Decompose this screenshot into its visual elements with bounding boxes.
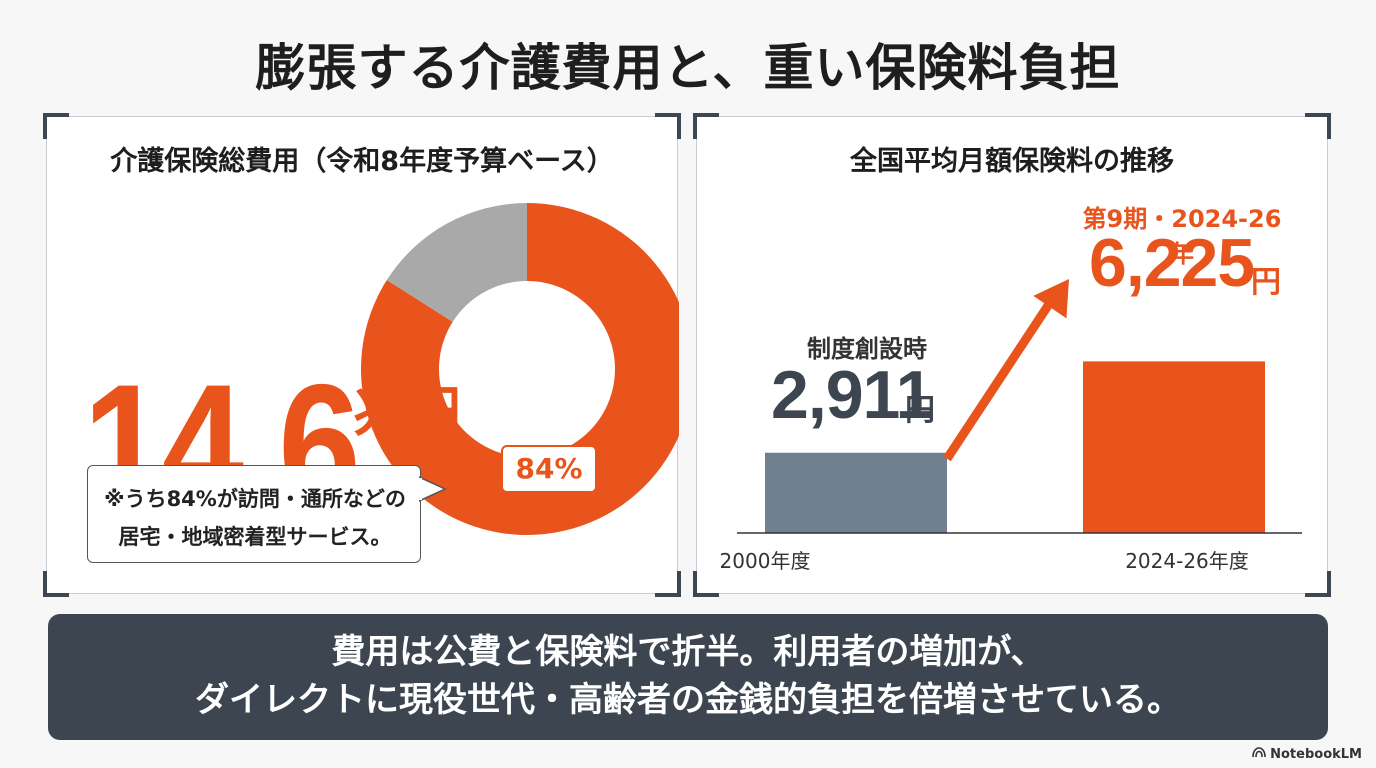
premium-trend-title: 全国平均月額保険料の推移	[850, 146, 1174, 177]
callout-note: ※うち84%が訪問・通所などの 居宅・地域密着型サービス。	[87, 465, 421, 563]
founding-unit: 円	[905, 393, 935, 428]
premium-trend-panel: 全国平均月額保険料の推移 2000年度 2024-26年度 制度創設時 2,91…	[693, 113, 1331, 597]
brand-watermark: NotebookLM	[1252, 747, 1362, 762]
total-cost-title: 介護保険総費用（令和8年度予算ベース）	[110, 146, 614, 177]
corner-bracket	[655, 113, 681, 139]
corner-bracket	[693, 571, 719, 597]
x-tick-label-2024: 2024-26年度	[1125, 549, 1249, 573]
callout-note-line2: 居宅・地域密着型サービス。	[118, 525, 392, 549]
summary-line1: 費用は公費と保険料で折半。利用者の増加が、	[331, 632, 1045, 672]
founding-label: 制度創設時	[807, 335, 927, 363]
corner-bracket	[1305, 571, 1331, 597]
page-title: 膨張する介護費用と、重い保険料負担	[255, 39, 1121, 97]
bar-0	[765, 452, 947, 533]
growth-arrow	[943, 279, 1069, 462]
donut-chart	[361, 203, 679, 535]
bar-1	[1083, 361, 1265, 533]
total-cost-unit: 兆円	[353, 380, 461, 443]
notebooklm-logo-icon	[1252, 747, 1266, 762]
corner-bracket	[43, 113, 69, 139]
period9-label: 第9期・2024-26年	[1082, 205, 1282, 268]
brand-name: NotebookLM	[1270, 747, 1362, 762]
corner-bracket	[655, 571, 681, 597]
total-cost-panel: 介護保険総費用（令和8年度予算ベース） 14.6 兆円 84% ※うち84%が訪…	[43, 113, 681, 597]
donut-slice-1	[386, 203, 527, 322]
summary-line2: ダイレクトに現役世代・高齢者の金銭的負担を倍増させている。	[195, 680, 1181, 720]
period9-unit: 円	[1251, 265, 1281, 300]
corner-bracket	[693, 113, 719, 139]
callout-note-line1: ※うち84%が訪問・通所などの	[104, 487, 406, 511]
bar-chart	[737, 279, 1302, 534]
callout-tail	[419, 476, 447, 502]
founding-value: 2,911	[771, 357, 933, 433]
corner-bracket	[1305, 113, 1331, 139]
x-tick-label-2000: 2000年度	[719, 549, 811, 573]
period9-value: 6,225	[1089, 225, 1255, 301]
donut-slice-0	[361, 203, 679, 535]
summary-banner: 費用は公費と保険料で折半。利用者の増加が、 ダイレクトに現役世代・高齢者の金銭的…	[48, 614, 1328, 740]
corner-bracket	[43, 571, 69, 597]
donut-percent-label: 84%	[501, 445, 597, 493]
